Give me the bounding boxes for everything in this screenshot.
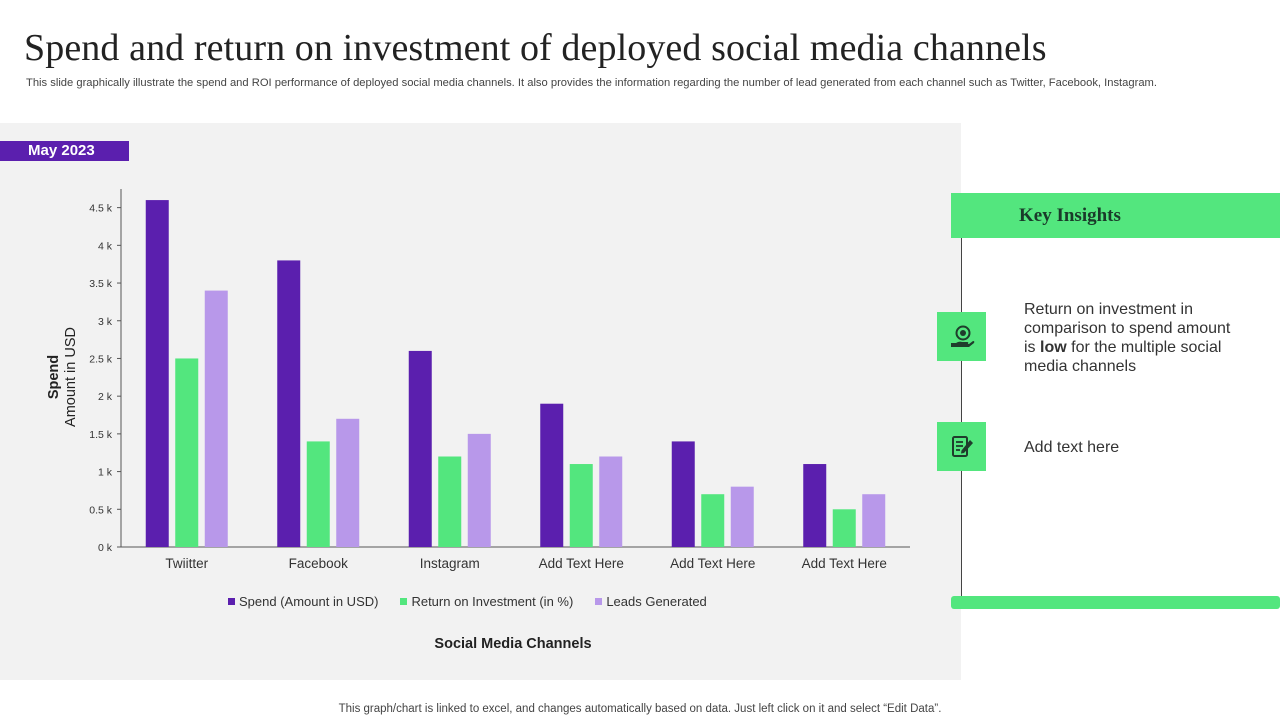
y-axis-subtitle: Amount in USD xyxy=(63,327,79,427)
bar-roi xyxy=(569,464,593,547)
insights-footer-bar xyxy=(951,596,1280,609)
y-tick-label: 2.5 k xyxy=(89,353,113,365)
chart-legend[interactable]: Spend (Amount in USD) Return on Investme… xyxy=(228,594,707,609)
insights-divider xyxy=(961,238,962,598)
legend-swatch-leads xyxy=(595,598,603,605)
bar-chart[interactable]: 0 k 0.5 k 1 k 1.5 k 2 k 2.5 k 3 k 3.5 k 4 k 4.5 k… xyxy=(0,123,961,680)
bar-roi xyxy=(701,494,725,547)
y-tick-label: 1.5 k xyxy=(89,429,113,441)
bar-roi xyxy=(832,509,856,547)
y-tick-label: 4.5 k xyxy=(89,203,113,215)
page-title: Spend and return on investment of deploy… xyxy=(24,27,1047,69)
y-tick-label: 4 k xyxy=(98,240,113,252)
bar-spend xyxy=(145,200,169,547)
x-tick-label: Facebook xyxy=(289,556,349,571)
y-tick-label: 2 k xyxy=(98,391,113,403)
legend-item-spend[interactable]: Spend (Amount in USD) xyxy=(228,594,378,609)
bar-leads xyxy=(467,433,491,547)
legend-label-leads: Leads Generated xyxy=(606,594,707,609)
x-axis-title: Social Media Channels xyxy=(434,636,592,652)
bar-roi xyxy=(306,441,330,547)
bar-spend xyxy=(540,403,564,547)
date-badge: May 2023 xyxy=(0,141,129,161)
bar-leads xyxy=(862,494,886,547)
bar-spend xyxy=(671,441,695,547)
insight-1-text-before: Return on investment in comparison to sp… xyxy=(1024,301,1231,356)
x-tick-label: Instagram xyxy=(420,556,480,571)
bar-spend xyxy=(277,260,301,547)
insight-1-text-bold: low xyxy=(1040,339,1067,356)
page-subtitle: This slide graphically illustrate the sp… xyxy=(26,77,1157,89)
bar-leads xyxy=(730,486,754,547)
y-tick-label: 0 k xyxy=(98,542,113,554)
insight-1-text-after: for the multiple social media channels xyxy=(1024,339,1222,375)
legend-swatch-spend xyxy=(228,598,235,605)
x-tick-label: Add Text Here xyxy=(539,556,624,571)
insight-1-text: Return on investment in comparison to sp… xyxy=(1024,300,1234,376)
footnote: This graph/chart is linked to excel, and… xyxy=(338,703,942,715)
y-tick-label: 3 k xyxy=(98,316,113,328)
money-hand-icon xyxy=(937,312,986,361)
y-tick-label: 3.5 k xyxy=(89,278,113,290)
legend-item-roi[interactable]: Return on Investment (in %) xyxy=(400,594,573,609)
y-tick-label: 0.5 k xyxy=(89,504,113,516)
x-tick-label: Twiitter xyxy=(165,556,208,571)
insights-header: Key Insights xyxy=(951,193,1280,238)
x-tick-label: Add Text Here xyxy=(670,556,755,571)
bar-leads xyxy=(599,456,623,547)
bar-roi xyxy=(175,358,199,547)
y-axis-title: Spend xyxy=(46,355,62,399)
bar-spend xyxy=(803,464,827,547)
bar-leads xyxy=(204,290,228,547)
legend-swatch-roi xyxy=(400,598,408,605)
notepad-pen-icon xyxy=(937,422,986,471)
bar-roi xyxy=(438,456,462,547)
legend-item-leads[interactable]: Leads Generated xyxy=(595,594,707,609)
legend-label-roi: Return on Investment (in %) xyxy=(411,594,574,609)
y-tick-label: 1 k xyxy=(98,467,113,479)
legend-label-spend: Spend (Amount in USD) xyxy=(239,594,379,609)
bar-leads xyxy=(336,418,360,547)
bar-spend xyxy=(408,350,432,547)
insight-2-text: Add text here xyxy=(1024,439,1120,456)
x-tick-label: Add Text Here xyxy=(802,556,887,571)
